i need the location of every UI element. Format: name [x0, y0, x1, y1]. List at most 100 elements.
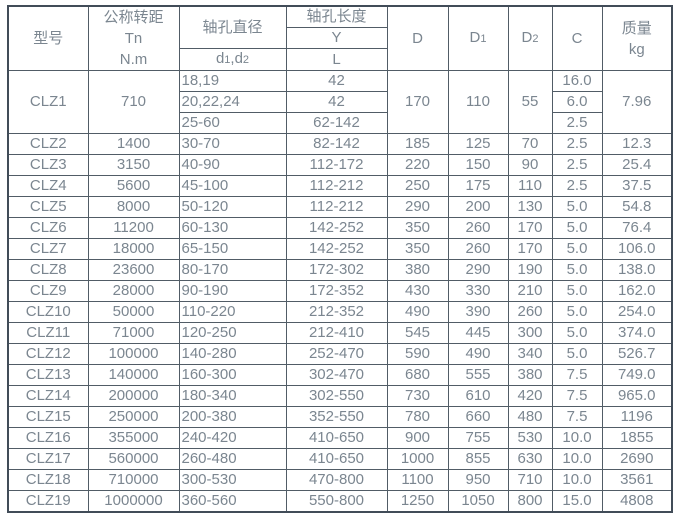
header-torque-title: 公称转距: [103, 9, 164, 26]
cell-model: CLZ9: [7, 280, 89, 302]
cell-mass: 12.3: [601, 133, 673, 155]
cell-bore-diameter: 40-90: [178, 154, 287, 176]
cell-torque: 355000: [87, 427, 180, 449]
cell-C: 2.5: [551, 133, 603, 155]
cell-model: CLZ15: [7, 406, 89, 428]
cell-D2: 630: [507, 448, 553, 470]
cell-C: 5.0: [551, 322, 603, 344]
header-bore-diameter: 轴孔直径: [178, 5, 287, 49]
cell-bore-diameter: 180-340: [178, 385, 287, 407]
cell-torque: 710: [87, 70, 180, 134]
cell-D: 290: [386, 196, 449, 218]
cell-torque: 200000: [87, 385, 180, 407]
coupling-spec-table: 型号 公称转距 Tn N.m 轴孔直径 轴孔长度 D D1 D2 C 质量 kg…: [7, 5, 673, 513]
cell-D: 730: [386, 385, 449, 407]
cell-torque: 560000: [87, 448, 180, 470]
cell-C: 6.0: [551, 91, 603, 113]
cell-model: CLZ19: [7, 490, 89, 513]
cell-D: 1000: [386, 448, 449, 470]
cell-D: 1100: [386, 469, 449, 491]
subscript: 1: [224, 54, 231, 66]
cell-C: 5.0: [551, 301, 603, 323]
cell-bore-diameter: 260-480: [178, 448, 287, 470]
cell-bore-diameter: 300-530: [178, 469, 287, 491]
cell-bore-length: 212-352: [285, 301, 388, 323]
cell-torque: 100000: [87, 343, 180, 365]
cell-C: 7.5: [551, 364, 603, 386]
cell-D2: 130: [507, 196, 553, 218]
cell-D2: 170: [507, 217, 553, 239]
table-row: CLZ14 200000 180-340 302-550 730 610 420…: [7, 385, 673, 407]
table-row: CLZ6 11200 60-130 142-252 350 260 170 5.…: [7, 217, 673, 239]
cell-torque: 5600: [87, 175, 180, 197]
header-mass-title: 质量: [621, 19, 652, 37]
header-D2: D2: [507, 5, 553, 71]
cell-D1: 390: [447, 301, 509, 323]
cell-D1: 260: [447, 238, 509, 260]
table-row: CLZ5 8000 50-120 112-212 290 200 130 5.0…: [7, 196, 673, 218]
cell-model: CLZ8: [7, 259, 89, 281]
cell-mass: 749.0: [601, 364, 673, 386]
cell-D1: 200: [447, 196, 509, 218]
cell-D1: 445: [447, 322, 509, 344]
cell-mass: 162.0: [601, 280, 673, 302]
cell-model: CLZ16: [7, 427, 89, 449]
cell-D2: 210: [507, 280, 553, 302]
cell-C: 7.5: [551, 406, 603, 428]
cell-torque: 11200: [87, 217, 180, 239]
cell-mass: 7.96: [601, 70, 673, 134]
cell-bore-length: 252-470: [285, 343, 388, 365]
cell-mass: 54.8: [601, 196, 673, 218]
cell-D2: 260: [507, 301, 553, 323]
cell-D2: 530: [507, 427, 553, 449]
cell-bore-length: 470-800: [285, 469, 388, 491]
cell-bore-length: 212-410: [285, 322, 388, 344]
cell-C: 5.0: [551, 238, 603, 260]
cell-model: CLZ1: [7, 70, 89, 134]
cell-D1: 755: [447, 427, 509, 449]
cell-D1: 290: [447, 259, 509, 281]
table-row: CLZ15 250000 200-380 352-550 780 660 480…: [7, 406, 673, 428]
cell-C: 16.0: [551, 70, 603, 92]
cell-bore-length: 352-550: [285, 406, 388, 428]
cell-mass: 1196: [601, 406, 673, 428]
cell-D: 680: [386, 364, 449, 386]
cell-bore-length: 302-550: [285, 385, 388, 407]
table-row: CLZ10 50000 110-220 212-352 490 390 260 …: [7, 301, 673, 323]
cell-mass: 76.4: [601, 217, 673, 239]
cell-model: CLZ10: [7, 301, 89, 323]
clz1-row-3: 25-60 62-142 2.5: [8, 112, 672, 134]
cell-D2: 110: [507, 175, 553, 197]
cell-bore-length: 142-252: [285, 217, 388, 239]
subscript: 1: [480, 33, 487, 45]
cell-mass: 138.0: [601, 259, 673, 281]
cell-bore-length: 142-252: [285, 238, 388, 260]
cell-C: 5.0: [551, 280, 603, 302]
cell-bore-length: 172-302: [285, 259, 388, 281]
cell-D: 350: [386, 238, 449, 260]
cell-mass: 965.0: [601, 385, 673, 407]
cell-D2: 380: [507, 364, 553, 386]
cell-D1: 1050: [447, 490, 509, 513]
cell-mass: 25.4: [601, 154, 673, 176]
header-mass-unit: kg: [628, 40, 645, 58]
cell-bore-diameter: 90-190: [178, 280, 287, 302]
header-D: D: [386, 5, 449, 71]
cell-bore-diameter: 360-560: [178, 490, 287, 513]
header-D1: D1: [447, 5, 509, 71]
cell-D2: 190: [507, 259, 553, 281]
cell-C: 2.5: [551, 175, 603, 197]
cell-C: 5.0: [551, 343, 603, 365]
cell-model: CLZ5: [7, 196, 89, 218]
cell-mass: 1855: [601, 427, 673, 449]
cell-model: CLZ3: [7, 154, 89, 176]
clz1-row-1: CLZ1 710 18,19 42 170 110 55 16.0 7.96: [7, 70, 673, 134]
table-row: CLZ4 5600 45-100 112-212 250 175 110 2.5…: [7, 175, 673, 197]
cell-bore-length: 410-650: [285, 448, 388, 470]
cell-D: 430: [386, 280, 449, 302]
cell-D2: 420: [507, 385, 553, 407]
cell-D1: 330: [447, 280, 509, 302]
cell-D2: 170: [507, 238, 553, 260]
table-row: CLZ16 355000 240-420 410-650 900 755 530…: [7, 427, 673, 449]
cell-torque: 250000: [87, 406, 180, 428]
